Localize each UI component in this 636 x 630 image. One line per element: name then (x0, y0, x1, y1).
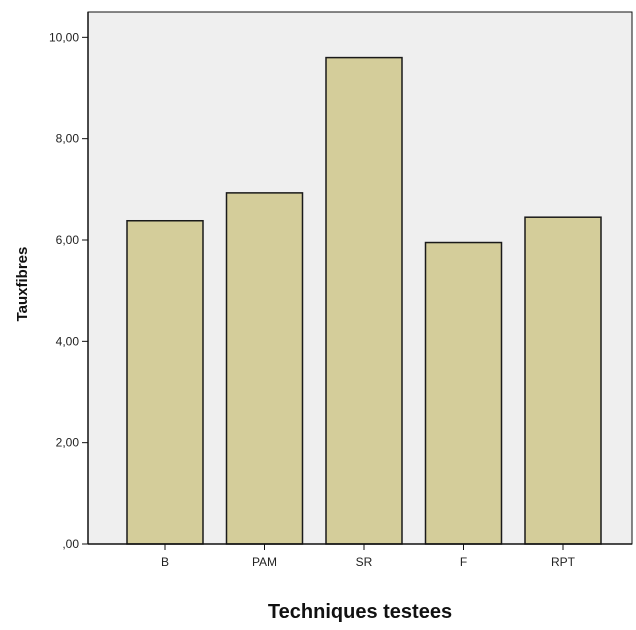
bar-rpt (524, 216, 602, 545)
y-tick-label: 10,00 (49, 30, 79, 44)
x-tick-label-b: B (161, 555, 169, 569)
y-tick-label: ,00 (62, 537, 79, 551)
bar-pam (225, 192, 304, 545)
x-tick-label-pam: PAM (252, 555, 277, 569)
x-tick-label-rpt: RPT (551, 555, 576, 569)
x-axis-ticks: B PAM SR F RPT (161, 544, 576, 569)
y-tick-label: 2,00 (56, 436, 80, 450)
y-axis-title: Tauxfibres (14, 247, 31, 322)
x-tick-label-sr: SR (356, 555, 373, 569)
x-tick-label-f: F (460, 555, 467, 569)
x-axis-title: Techniques testees (268, 601, 452, 623)
y-axis-ticks: ,00 2,00 4,00 6,00 8,00 10,00 (49, 30, 88, 551)
y-tick-label: 6,00 (56, 233, 80, 247)
y-tick-label: 8,00 (56, 132, 80, 146)
y-tick-label: 4,00 (56, 334, 80, 348)
bars-group (126, 56, 602, 545)
bar-b (126, 219, 204, 545)
bar-sr (325, 56, 403, 545)
bar-f (424, 241, 503, 545)
